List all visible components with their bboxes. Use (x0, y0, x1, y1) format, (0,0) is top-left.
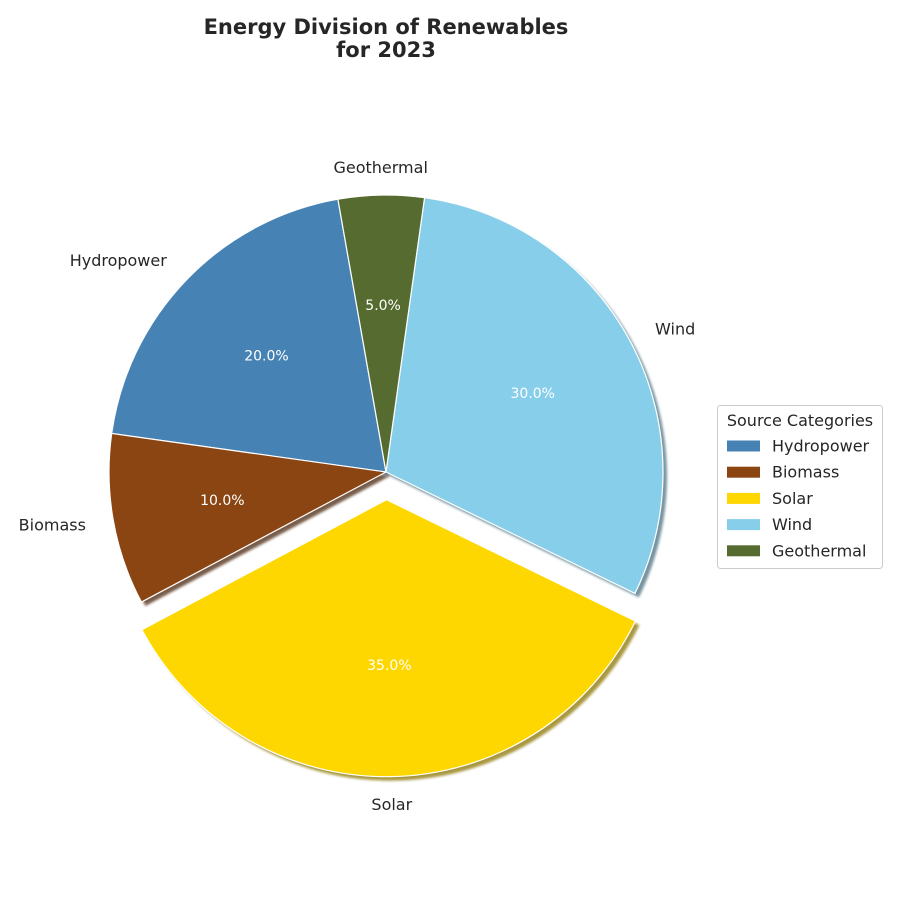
chart-title: Energy Division of Renewables for 2023 (204, 15, 569, 62)
legend-label-hydropower: Hydropower (772, 437, 870, 456)
legend-swatch-solar (727, 492, 760, 504)
legend-swatch-geothermal (727, 545, 760, 557)
slice-percent-geothermal: 5.0% (365, 298, 401, 314)
slice-percent-solar: 35.0% (367, 658, 411, 674)
legend-label-solar: Solar (772, 489, 813, 508)
slice-label-wind: Wind (655, 319, 695, 338)
slice-geothermal (337, 194, 426, 473)
slice-label-hydropower: Hydropower (70, 251, 168, 270)
legend-swatch-biomass (727, 466, 760, 478)
chart-title-line-2: for 2023 (336, 38, 436, 62)
slice-percent-hydropower: 20.0% (244, 349, 288, 365)
slice-label-geothermal: Geothermal (333, 158, 427, 177)
legend-title: Source Categories (727, 411, 873, 430)
slice-biomass (108, 432, 387, 603)
pie-slices (108, 194, 664, 778)
slice-percent-biomass: 10.0% (200, 493, 244, 509)
legend-label-geothermal: Geothermal (772, 541, 866, 560)
legend-swatch-hydropower (727, 440, 760, 452)
slice-label-biomass: Biomass (19, 515, 86, 534)
chart-title-line-1: Energy Division of Renewables (204, 15, 569, 39)
slice-labels: Hydropower 20.0% Biomass 10.0% Solar 35.0% Win… (19, 158, 696, 814)
legend-swatch-wind (727, 519, 760, 531)
slice-hydropower (111, 198, 387, 473)
legend-label-biomass: Biomass (772, 463, 839, 482)
slice-label-solar: Solar (371, 795, 412, 814)
slice-solar (141, 499, 637, 778)
slice-wind (385, 197, 664, 595)
slice-percent-wind: 30.0% (511, 386, 555, 402)
legend-label-wind: Wind (772, 515, 812, 534)
legend: Source Categories Hydropower Biomass Solar… (717, 405, 883, 569)
